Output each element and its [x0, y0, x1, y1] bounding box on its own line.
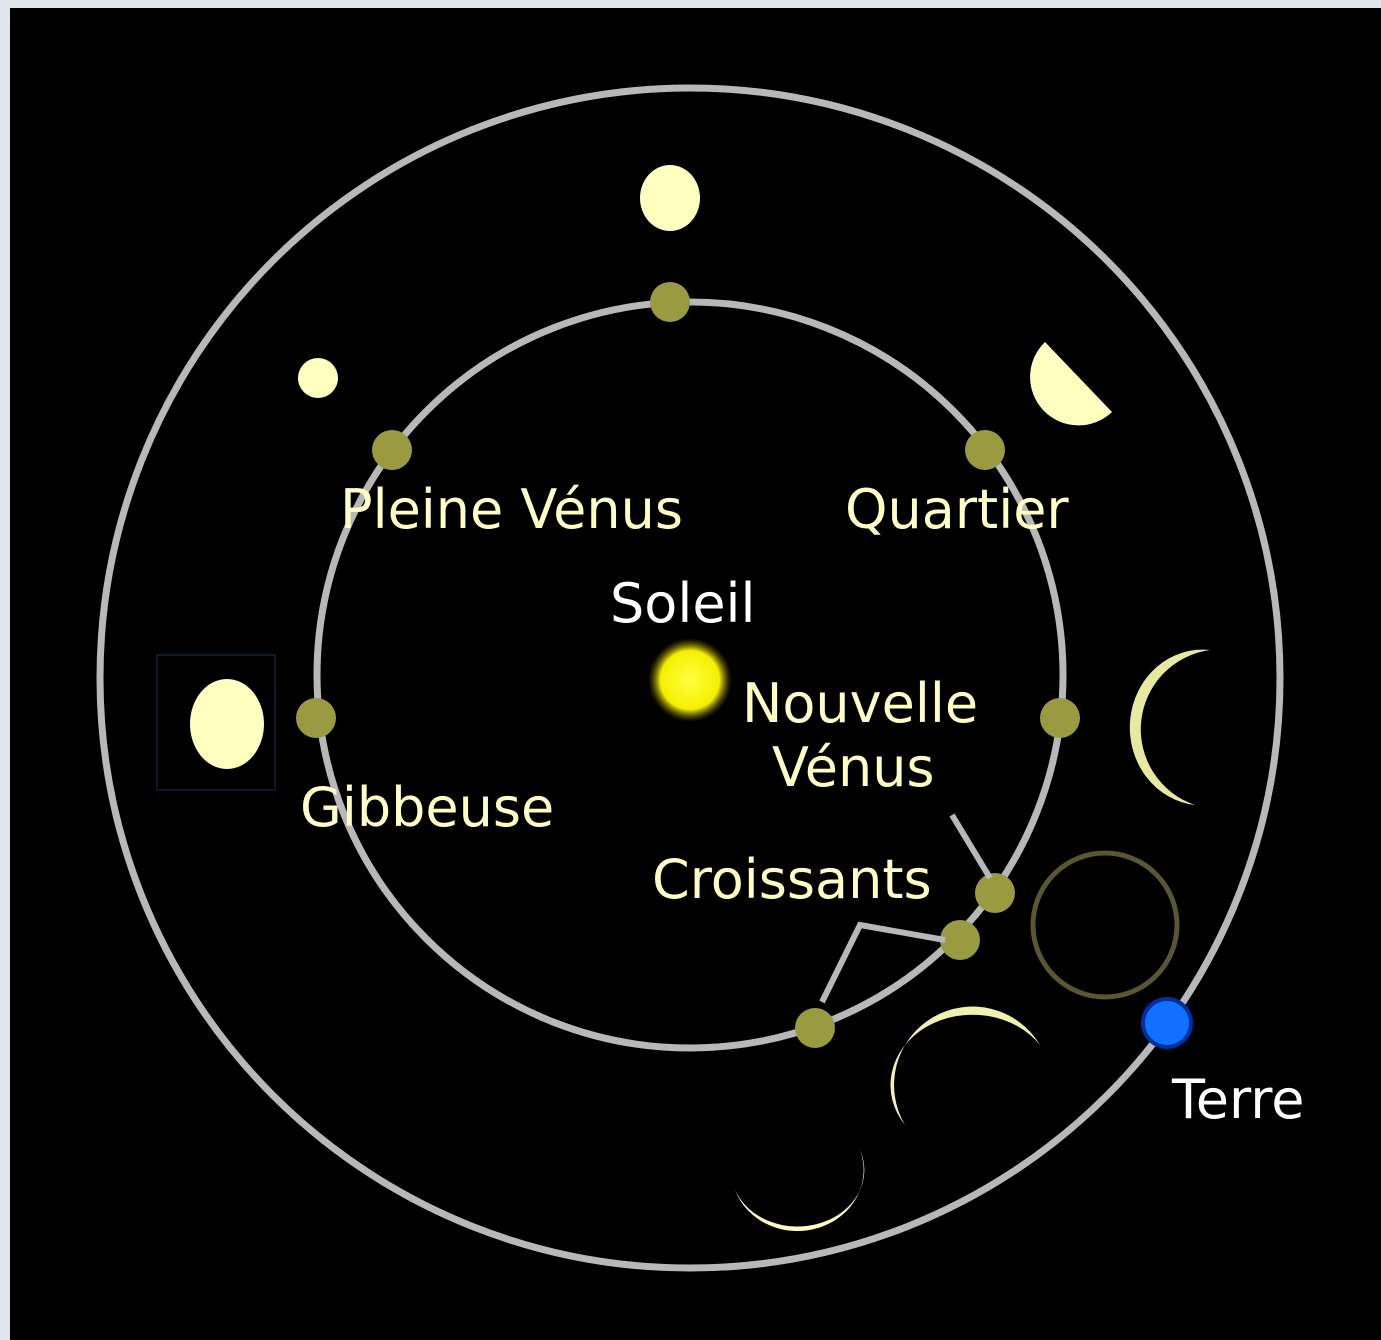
- phase-full-small: [298, 358, 338, 398]
- phase-crescent: [1129, 649, 1210, 805]
- venus-dot: [965, 430, 1005, 470]
- venus-dot: [296, 698, 336, 738]
- label: Terre: [1171, 1068, 1305, 1131]
- phase-quarter: [1030, 342, 1112, 426]
- earth-orbit: [96, 84, 1284, 1272]
- label: Nouvelle: [742, 672, 978, 735]
- pointer: [819, 921, 946, 1004]
- label: Quartier: [845, 478, 1069, 541]
- phases: [156, 165, 1210, 1232]
- pointers: [819, 813, 993, 1004]
- earth: [1141, 997, 1193, 1049]
- venus-positions: [296, 282, 1080, 1048]
- pointer: [949, 813, 993, 880]
- venus-dot: [940, 920, 980, 960]
- sun: [648, 638, 732, 722]
- phase-gibbous: [190, 679, 264, 769]
- venus-dot: [975, 873, 1015, 913]
- venus-dot: [795, 1008, 835, 1048]
- venus-dot: [1040, 698, 1080, 738]
- frame: [156, 654, 276, 791]
- venus-dot: [650, 282, 690, 322]
- phase-full: [640, 165, 700, 231]
- phase-new: [1030, 850, 1180, 1000]
- label: Pleine Vénus: [340, 478, 683, 541]
- label: Croissants: [652, 848, 932, 911]
- label: Soleil: [610, 572, 756, 635]
- label: Gibbeuse: [300, 776, 554, 839]
- label: Vénus: [772, 736, 935, 799]
- venus-dot: [372, 430, 412, 470]
